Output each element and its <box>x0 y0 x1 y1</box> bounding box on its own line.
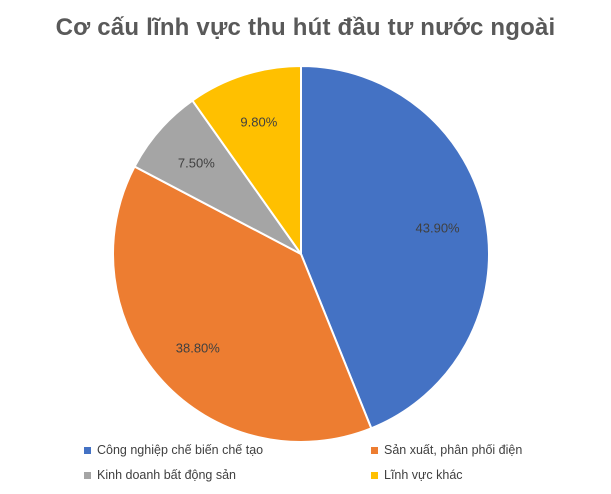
legend-label: Sản xuất, phân phối điện <box>384 443 523 457</box>
data-label: 38.80% <box>176 340 221 355</box>
chart-title: Cơ cấu lĩnh vực thu hút đầu tư nước ngoà… <box>55 14 556 41</box>
pie-slice <box>300 64 490 430</box>
pie-slice <box>191 64 302 258</box>
data-label: 43.90% <box>416 221 461 236</box>
legend-label: Kinh doanh bất động sản <box>97 468 237 482</box>
data-label: 9.80% <box>240 114 277 129</box>
legend-swatch <box>84 446 91 454</box>
data-label: 7.50% <box>178 155 215 170</box>
legend-item: Lĩnh vực khác <box>371 468 463 482</box>
legend-item: Công nghiệp chế biến chế tạo <box>84 443 263 457</box>
legend-item: Kinh doanh bất động sản <box>84 468 236 482</box>
legend-label: Công nghiệp chế biến chế tạo <box>97 443 264 457</box>
legend-label: Lĩnh vực khác <box>384 468 463 482</box>
legend-item: Sản xuất, phân phối điện <box>371 443 522 457</box>
pie-slice <box>112 165 373 443</box>
legend-swatch <box>371 446 378 454</box>
legend-swatch <box>84 471 91 479</box>
legend-swatch <box>371 471 378 479</box>
